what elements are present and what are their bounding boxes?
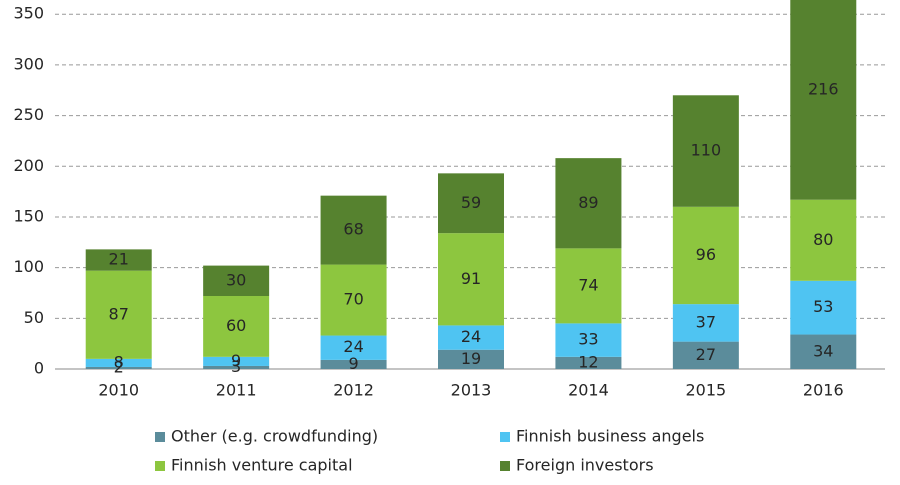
- data-label: 80: [813, 230, 833, 249]
- legend-swatch: [500, 461, 510, 471]
- bar-segment: [85, 249, 152, 271]
- data-label: 19: [461, 349, 481, 368]
- y-tick-label: 350: [13, 4, 44, 23]
- labels: 0501001502002503003502010288721201139603…: [13, 4, 843, 475]
- data-label: 24: [461, 327, 481, 346]
- bar-segment: [790, 334, 857, 369]
- legend-swatch: [155, 432, 165, 442]
- data-label: 110: [691, 141, 722, 160]
- data-label: 12: [578, 352, 598, 371]
- bar-segment: [672, 95, 739, 207]
- y-tick-label: 50: [24, 308, 44, 327]
- y-tick-label: 0: [34, 359, 44, 378]
- legend-label: Other (e.g. crowdfunding): [171, 427, 378, 446]
- bar-segment: [672, 304, 739, 342]
- data-label: 96: [696, 245, 716, 264]
- data-label: 21: [109, 250, 129, 269]
- y-tick-label: 200: [13, 156, 44, 175]
- data-label: 60: [226, 316, 246, 335]
- legend-swatch: [155, 461, 165, 471]
- legend-swatch: [500, 432, 510, 442]
- legend-label: Finnish business angels: [516, 427, 704, 446]
- bar-segment: [203, 265, 270, 297]
- legend-label: Foreign investors: [516, 456, 654, 475]
- bar-segment: [85, 270, 152, 359]
- bar-segment: [438, 233, 504, 326]
- y-tick-label: 300: [13, 54, 44, 73]
- bar-segment: [203, 296, 270, 357]
- data-label: 74: [578, 275, 598, 294]
- data-label: 3: [231, 357, 241, 376]
- bar-segment: [555, 323, 622, 357]
- data-label: 8: [114, 352, 124, 371]
- x-tick-label: 2013: [451, 381, 492, 400]
- data-label: 89: [578, 193, 598, 212]
- bar-segment: [85, 358, 152, 367]
- bars: [85, 0, 857, 369]
- bar-segment: [672, 341, 739, 369]
- data-label: 53: [813, 297, 833, 316]
- y-tick-label: 100: [13, 257, 44, 276]
- bar-segment: [320, 264, 387, 336]
- x-tick-label: 2012: [333, 381, 374, 400]
- data-label: 9: [231, 351, 241, 370]
- data-label: 9: [348, 354, 358, 373]
- data-label: 87: [109, 304, 129, 323]
- x-tick-label: 2015: [685, 381, 726, 400]
- x-tick-label: 2010: [98, 381, 139, 400]
- data-label: 68: [343, 220, 363, 239]
- x-tick-label: 2011: [216, 381, 257, 400]
- bar-segment: [790, 280, 857, 335]
- bar-segment: [320, 195, 387, 265]
- bar-segment: [555, 248, 622, 324]
- data-label: 70: [343, 290, 363, 309]
- bar-segment: [85, 366, 152, 369]
- bar-segment: [203, 356, 270, 366]
- bar-segment: [438, 173, 504, 234]
- bar-segment: [672, 206, 739, 305]
- legend-label: Finnish venture capital: [171, 456, 353, 475]
- x-tick-label: 2014: [568, 381, 609, 400]
- bar-segment: [320, 359, 387, 369]
- bar-segment: [790, 0, 857, 200]
- data-label: 2: [114, 357, 124, 376]
- data-label: 30: [226, 270, 246, 289]
- bar-segment: [438, 325, 504, 350]
- bar-segment: [555, 158, 622, 249]
- bar-segment: [555, 356, 622, 369]
- y-tick-label: 150: [13, 206, 44, 225]
- data-label: 27: [696, 345, 716, 364]
- bar-segment: [203, 365, 270, 369]
- x-tick-label: 2016: [803, 381, 844, 400]
- bar-segment: [438, 349, 504, 369]
- bar-segment: [790, 199, 857, 281]
- data-label: 59: [461, 193, 481, 212]
- bar-segment: [320, 335, 387, 360]
- data-label: 33: [578, 330, 598, 349]
- y-tick-label: 250: [13, 105, 44, 124]
- data-label: 37: [696, 312, 716, 331]
- data-label: 91: [461, 269, 481, 288]
- data-label: 34: [813, 341, 833, 360]
- data-label: 216: [808, 80, 839, 99]
- data-label: 24: [343, 337, 363, 356]
